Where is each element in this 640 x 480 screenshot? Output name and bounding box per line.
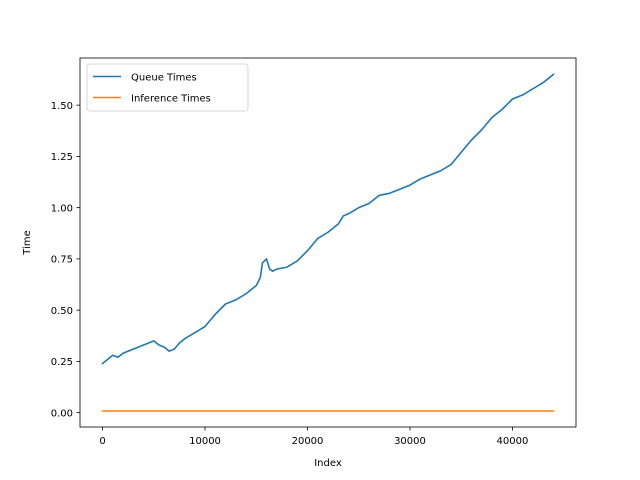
- x-axis-label: Index: [314, 458, 342, 469]
- x-tick-label: 0: [99, 436, 105, 447]
- legend-label: Inference Times: [131, 94, 211, 105]
- x-tick-label: 40000: [497, 436, 529, 447]
- x-tick-label: 30000: [394, 436, 426, 447]
- x-tick-label: 20000: [292, 436, 324, 447]
- y-tick-label: 1.00: [51, 203, 73, 214]
- axes-frame: [79, 57, 577, 428]
- legend-label: Queue Times: [131, 73, 197, 84]
- legend-box: [86, 63, 249, 112]
- y-tick-label: 1.50: [51, 101, 73, 112]
- x-tick-label: 10000: [189, 436, 221, 447]
- y-tick-label: 0.50: [51, 306, 73, 317]
- legend: Queue Times Inference Times: [86, 63, 249, 112]
- plot-area: [101, 73, 555, 412]
- y-tick-label: 0.75: [51, 255, 73, 266]
- y-tick-label: 1.25: [51, 152, 73, 163]
- y-tick-label: 0.25: [51, 357, 73, 368]
- y-tick-label: 0.00: [51, 408, 73, 419]
- y-axis-label: Time: [22, 230, 33, 255]
- series-line-0: [101, 73, 555, 365]
- axes: 0 10000 20000 30000 40000 0.00 0.25 0.50 0.75 1.0…: [22, 57, 577, 469]
